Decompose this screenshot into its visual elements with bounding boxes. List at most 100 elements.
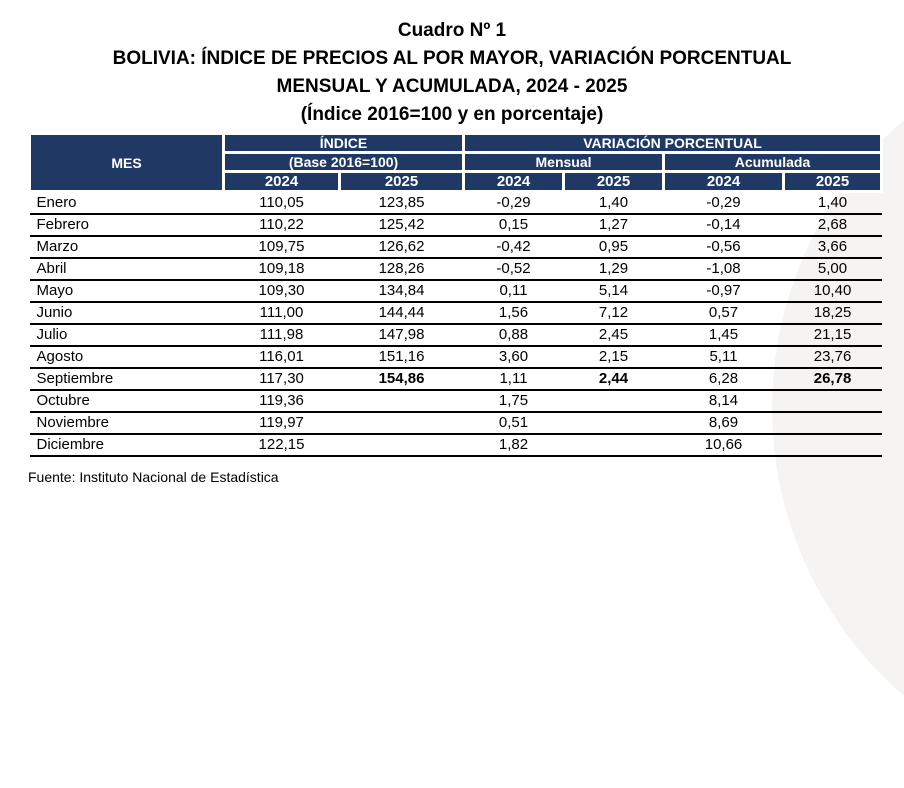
value-cell: 128,26	[339, 257, 464, 281]
value-cell: 10,66	[663, 433, 784, 457]
value-cell: 0,57	[663, 301, 784, 325]
source-note: Fuente: Instituto Nacional de Estadístic…	[28, 469, 279, 485]
value-cell: 18,25	[783, 301, 882, 325]
month-cell: Julio	[29, 323, 224, 347]
table-row: Enero 110,05 123,85 -0,29 1,40 -0,29 1,4…	[29, 191, 882, 215]
value-cell: 109,75	[223, 235, 340, 259]
value-cell: 109,18	[223, 257, 340, 281]
value-cell: 147,98	[339, 323, 464, 347]
table-row: Junio 111,00 144,44 1,56 7,12 0,57 18,25	[29, 301, 882, 325]
value-cell: -1,08	[663, 257, 784, 281]
value-cell-bold: 154,86	[339, 367, 464, 391]
col-header-year-indice-2024: 2024	[222, 170, 341, 193]
col-header-year-mensual-2025: 2025	[562, 170, 666, 193]
col-header-acumulada: Acumulada	[662, 151, 884, 173]
value-cell: 3,60	[463, 345, 564, 369]
value-cell-bold: 26,78	[783, 367, 882, 391]
value-cell	[783, 411, 882, 435]
value-cell: 1,56	[463, 301, 564, 325]
col-header-mensual: Mensual	[462, 151, 666, 173]
value-cell: -0,56	[663, 235, 784, 259]
month-cell: Noviembre	[29, 411, 224, 435]
value-cell: 2,15	[563, 345, 664, 369]
month-cell: Septiembre	[29, 367, 224, 391]
value-cell: -0,29	[663, 191, 784, 215]
value-cell: 144,44	[339, 301, 464, 325]
month-cell: Abril	[29, 257, 224, 281]
month-cell: Agosto	[29, 345, 224, 369]
table-row: Abril 109,18 128,26 -0,52 1,29 -1,08 5,0…	[29, 257, 882, 281]
table-row: Noviembre 119,97 0,51 8,69	[29, 411, 882, 435]
value-cell: 125,42	[339, 213, 464, 237]
col-header-variacion: VARIACIÓN PORCENTUAL	[462, 132, 884, 154]
value-cell: 109,30	[223, 279, 340, 303]
value-cell: 0,51	[463, 411, 564, 435]
value-cell: 23,76	[783, 345, 882, 369]
value-cell: 111,98	[223, 323, 340, 347]
header-row-1: MES ÍNDICE VARIACIÓN PORCENTUAL	[28, 132, 884, 193]
value-cell: 1,11	[463, 367, 564, 391]
value-cell: -0,14	[663, 213, 784, 237]
col-header-year-acumulada-2024: 2024	[662, 170, 786, 193]
value-cell: 0,88	[463, 323, 564, 347]
table-row: Febrero 110,22 125,42 0,15 1,27 -0,14 2,…	[29, 213, 882, 237]
value-cell: 8,14	[663, 389, 784, 413]
value-cell: 151,16	[339, 345, 464, 369]
value-cell: 116,01	[223, 345, 340, 369]
value-cell: 2,68	[783, 213, 882, 237]
value-cell: -0,52	[463, 257, 564, 281]
month-cell: Junio	[29, 301, 224, 325]
subtitle: (Índice 2016=100 y en porcentaje)	[300, 104, 604, 125]
value-cell	[783, 389, 882, 413]
col-header-year-indice-2025: 2025	[337, 170, 466, 193]
value-cell: 119,97	[223, 411, 340, 435]
value-cell: 122,15	[223, 433, 340, 457]
value-cell: 111,00	[223, 301, 340, 325]
value-cell	[339, 411, 464, 435]
title-block: Cuadro Nº 1 BOLIVIA: ÍNDICE DE PRECIOS A…	[0, 17, 904, 129]
value-cell	[339, 433, 464, 457]
table-row: Septiembre 117,30 154,86 1,11 2,44 6,28 …	[29, 367, 882, 391]
table-container: MES ÍNDICE VARIACIÓN PORCENTUAL (Base 20…	[28, 132, 884, 457]
value-cell: 134,84	[339, 279, 464, 303]
value-cell	[783, 433, 882, 457]
value-cell: 7,12	[563, 301, 664, 325]
table-number-title: Cuadro Nº 1	[397, 20, 507, 41]
month-cell: Febrero	[29, 213, 224, 237]
value-cell: 1,29	[563, 257, 664, 281]
month-cell: Marzo	[29, 235, 224, 259]
value-cell: 123,85	[339, 191, 464, 215]
month-cell: Enero	[29, 191, 224, 215]
header-row-2: (Base 2016=100) Mensual Acumulada	[30, 151, 884, 173]
main-title-line2: MENSUAL Y ACUMULADA, 2024 - 2025	[276, 76, 628, 97]
value-cell: 110,22	[223, 213, 340, 237]
value-cell: 0,11	[463, 279, 564, 303]
value-cell: -0,29	[463, 191, 564, 215]
value-cell: 1,45	[663, 323, 784, 347]
value-cell: 5,14	[563, 279, 664, 303]
value-cell: 10,40	[783, 279, 882, 303]
value-cell: 5,11	[663, 345, 784, 369]
col-header-year-mensual-2024: 2024	[462, 170, 566, 193]
table-row: Marzo 109,75 126,62 -0,42 0,95 -0,56 3,6…	[29, 235, 882, 259]
month-cell: Mayo	[29, 279, 224, 303]
value-cell: 6,28	[663, 367, 784, 391]
month-cell: Diciembre	[29, 433, 224, 457]
value-cell: 117,30	[223, 367, 340, 391]
table-row: Diciembre 122,15 1,82 10,66	[29, 433, 882, 457]
table-row: Julio 111,98 147,98 0,88 2,45 1,45 21,15	[29, 323, 882, 347]
table-row: Agosto 116,01 151,16 3,60 2,15 5,11 23,7…	[29, 345, 882, 369]
value-cell: 0,15	[463, 213, 564, 237]
value-cell: 1,75	[463, 389, 564, 413]
value-cell: 1,82	[463, 433, 564, 457]
value-cell	[339, 389, 464, 413]
value-cell: 21,15	[783, 323, 882, 347]
value-cell	[563, 389, 664, 413]
value-cell: 1,27	[563, 213, 664, 237]
value-cell: 119,36	[223, 389, 340, 413]
value-cell: 110,05	[223, 191, 340, 215]
value-cell-bold: 2,44	[563, 367, 664, 391]
value-cell: 1,40	[563, 191, 664, 215]
table-row: Octubre 119,36 1,75 8,14	[29, 389, 882, 413]
value-cell	[563, 433, 664, 457]
